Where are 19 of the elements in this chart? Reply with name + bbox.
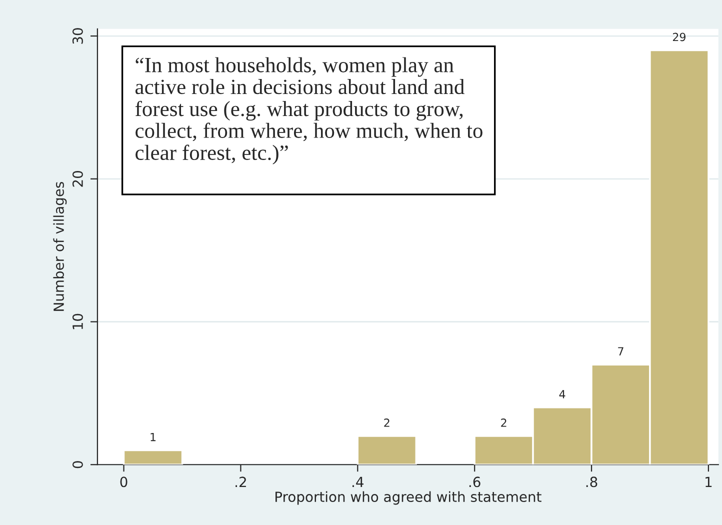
x-tick-label: 0 bbox=[120, 476, 128, 488]
annotation: “In most households, women play an active role in decisions about land and forest use (e.g. what products to grow, collect, from where, how much, when to clear forest, etc.)” bbox=[135, 57, 482, 164]
x-tick-label: .2 bbox=[236, 476, 246, 487]
data-label: 29 bbox=[672, 32, 686, 42]
x-axis-title: Proportion who agreed with statement bbox=[276, 491, 542, 505]
data-label: 2 bbox=[501, 418, 506, 427]
data-label: 4 bbox=[559, 390, 566, 398]
y-tick-label: 10 bbox=[72, 314, 83, 330]
y-axis-title: Number of villages bbox=[53, 182, 67, 311]
x-tick-label: 1 bbox=[706, 476, 712, 487]
data-label: 7 bbox=[618, 347, 624, 356]
y-tick-label: 0 bbox=[72, 461, 83, 468]
y-tick-label: 20 bbox=[72, 170, 83, 187]
y-tick-label: 30 bbox=[72, 28, 83, 44]
data-label: 1 bbox=[150, 432, 156, 442]
x-tick-label: .4 bbox=[352, 476, 364, 487]
data-label: 2 bbox=[384, 418, 390, 427]
x-tick-label: .8 bbox=[586, 476, 598, 488]
x-tick-label: .6 bbox=[469, 476, 480, 488]
